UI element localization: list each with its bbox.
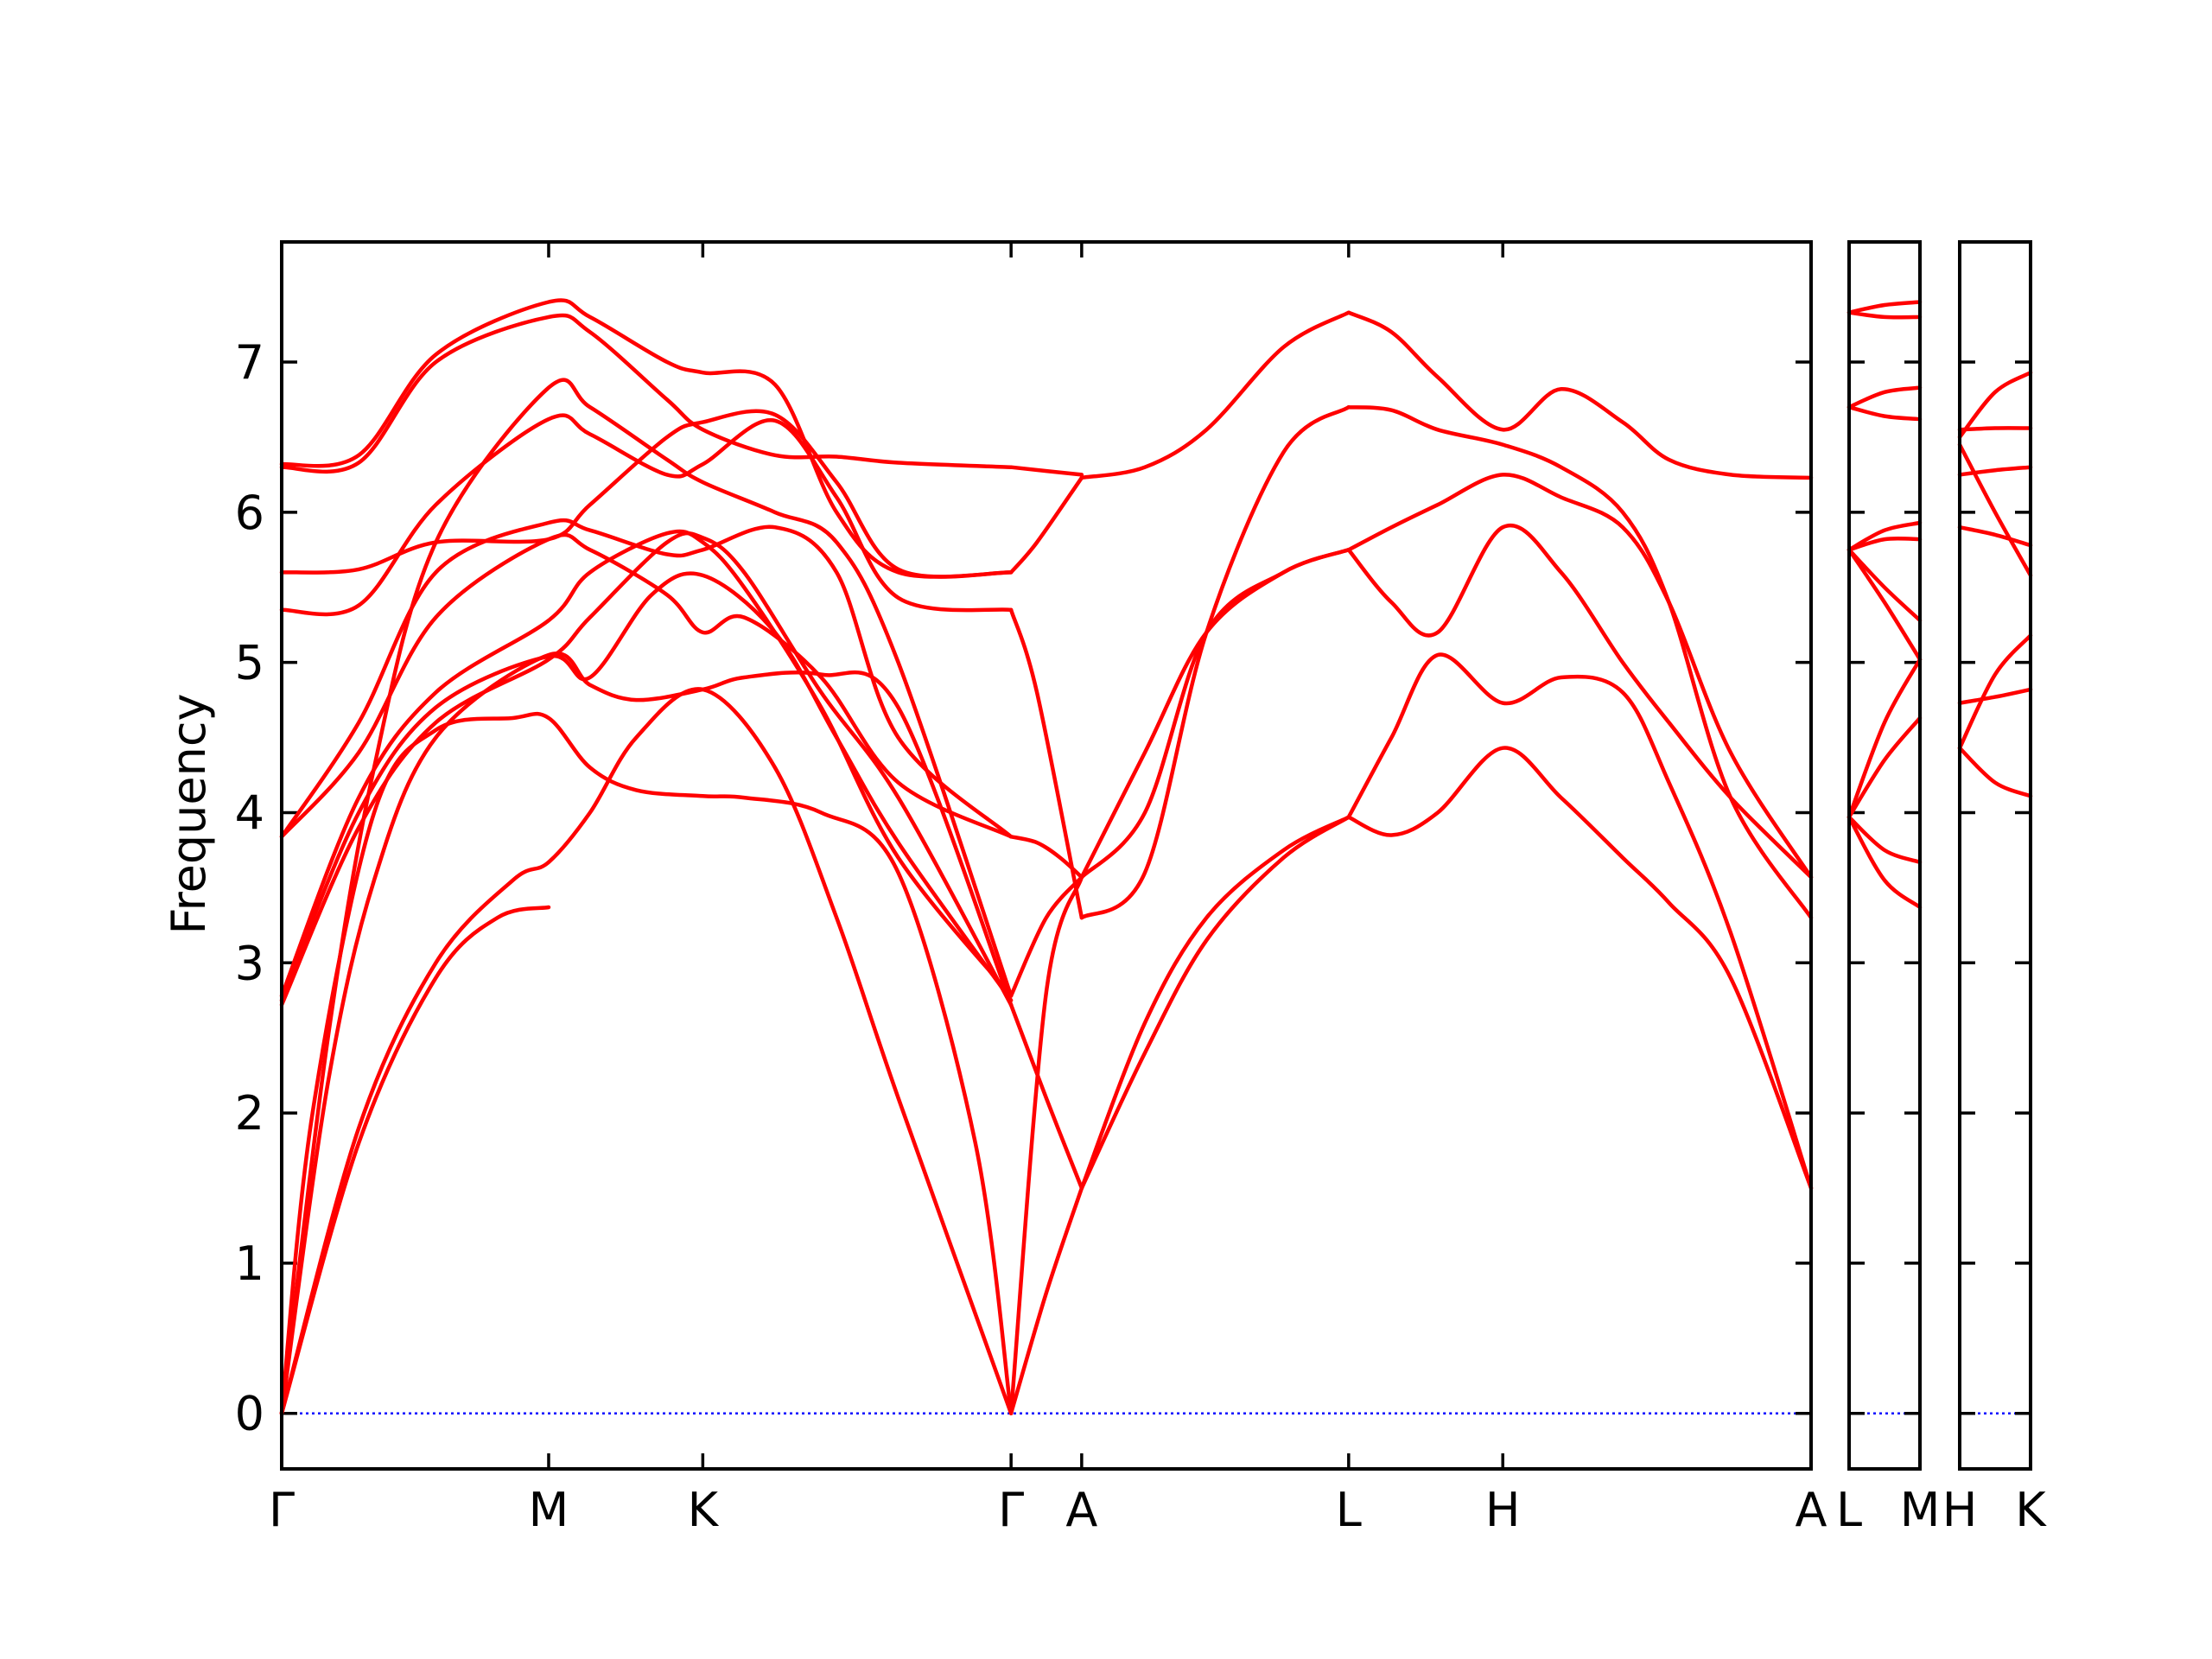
band-line	[1847, 815, 1923, 865]
band-line	[279, 378, 1014, 1415]
band-line	[1847, 548, 1923, 623]
band-line	[279, 531, 1014, 1007]
band-line	[1957, 633, 2033, 750]
x-tick-label: A	[1065, 1483, 1097, 1537]
band-line	[279, 532, 1014, 839]
band-line	[279, 409, 1014, 579]
band-line	[1847, 520, 1923, 552]
y-tick-label: 7	[235, 335, 264, 390]
band-line	[1346, 746, 1814, 1191]
y-tick-label: 5	[235, 636, 264, 690]
band-line	[1847, 548, 1923, 662]
band-line	[1346, 404, 1814, 920]
band-line	[1847, 815, 1923, 910]
band-line	[1847, 657, 1923, 819]
band-line	[1847, 715, 1923, 819]
panel-frame	[1847, 240, 1922, 1471]
band-line	[1079, 815, 1351, 1191]
band-line	[279, 529, 1014, 998]
band-line	[1847, 300, 1923, 315]
band-line	[279, 518, 1014, 839]
y-tick-label: 1	[235, 1236, 264, 1291]
band-line	[279, 571, 1014, 1002]
x-tick-label: H	[1942, 1483, 1978, 1537]
band-line	[279, 905, 551, 1415]
band-line	[1346, 473, 1814, 880]
x-tick-label: K	[688, 1483, 720, 1537]
band-line	[1346, 310, 1814, 480]
band-line	[1008, 475, 1084, 575]
band-line	[1079, 548, 1351, 880]
x-tick-label: K	[2015, 1483, 2047, 1537]
band-line	[1079, 310, 1351, 480]
panel-frame	[280, 240, 1813, 1471]
band-line	[279, 313, 1014, 474]
y-tick-label: 0	[235, 1387, 264, 1441]
band-line	[1957, 524, 2033, 548]
y-tick-label: 3	[235, 936, 264, 990]
band-line	[1008, 465, 1084, 477]
band-line	[1957, 370, 2033, 440]
band-line	[1008, 1002, 1084, 1191]
y-axis-label: Frequency	[162, 694, 216, 935]
x-tick-label: M	[529, 1483, 569, 1537]
band-line	[1957, 687, 2033, 705]
y-tick-label: 6	[235, 486, 264, 540]
y-tick-label: 2	[235, 1086, 264, 1141]
x-tick-label: M	[1900, 1483, 1941, 1537]
band-line	[1346, 652, 1814, 1191]
band-line	[279, 298, 1014, 579]
x-tick-label: H	[1485, 1483, 1521, 1537]
band-line	[1957, 746, 2033, 798]
band-line	[1008, 874, 1084, 998]
band-line	[279, 652, 1014, 1415]
band-line	[1957, 426, 2033, 432]
band-line	[1008, 607, 1084, 920]
x-tick-label: Γ	[269, 1483, 295, 1537]
band-line	[279, 687, 1014, 1415]
band-line	[1346, 523, 1814, 880]
band-line	[1957, 442, 2033, 578]
band-line	[1847, 404, 1923, 422]
x-tick-label: L	[1836, 1483, 1862, 1537]
panel-frame	[1958, 240, 2032, 1471]
band-line	[1079, 404, 1351, 920]
x-tick-label: A	[1796, 1483, 1827, 1537]
x-tick-label: L	[1336, 1483, 1362, 1537]
band-line	[1847, 310, 1923, 320]
band-line	[1079, 815, 1351, 1191]
band-line	[1008, 874, 1084, 1415]
y-tick-label: 4	[235, 785, 264, 840]
band-line	[1079, 548, 1351, 880]
x-tick-label: Γ	[998, 1483, 1024, 1537]
band-line	[1957, 465, 2033, 477]
band-line	[1008, 1185, 1084, 1415]
band-line	[1847, 385, 1923, 410]
